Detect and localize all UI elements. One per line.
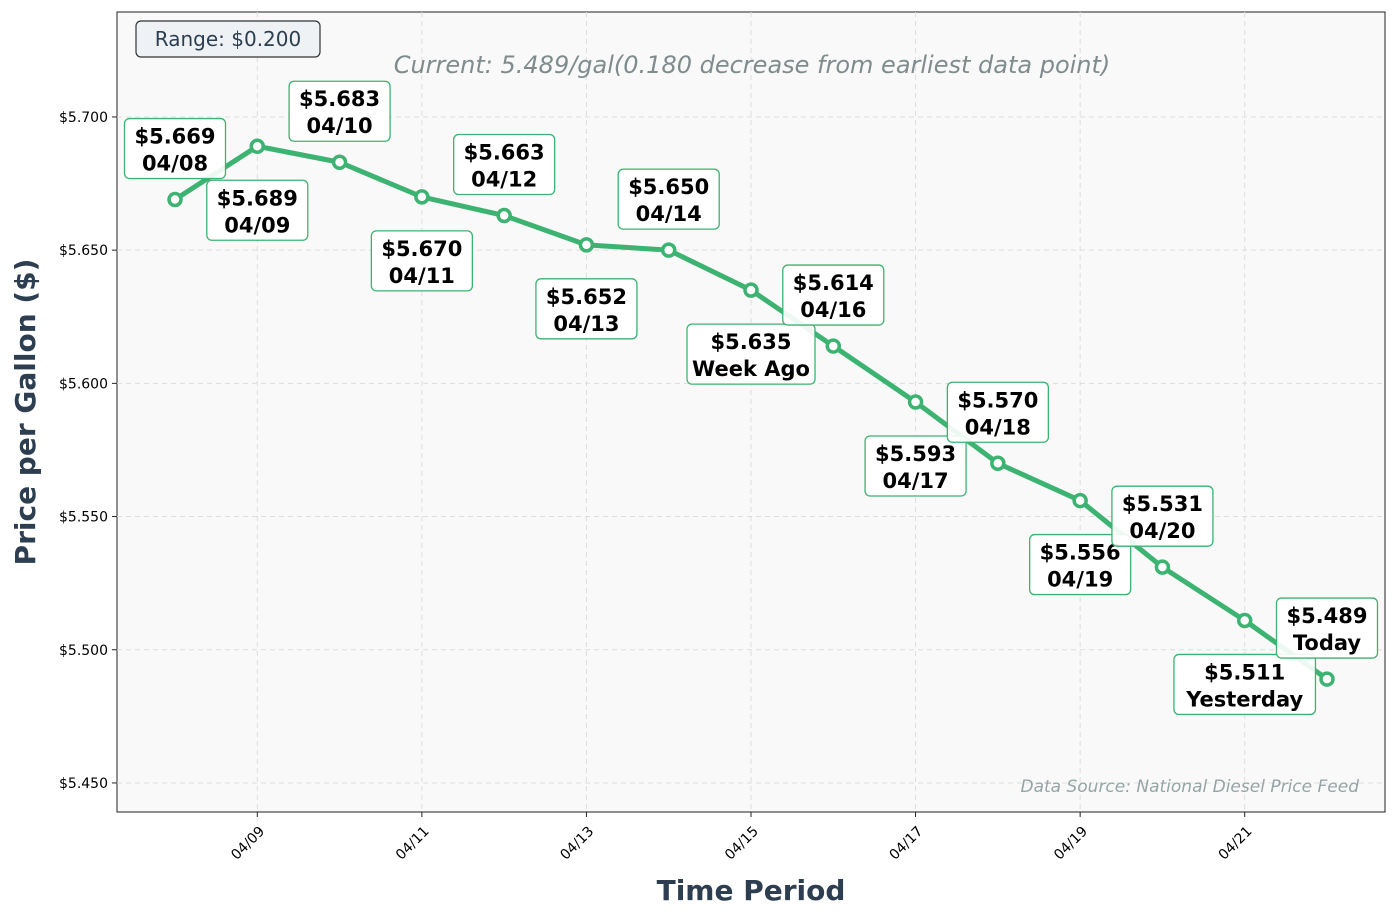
data-label: $5.489 Today <box>1275 597 1379 659</box>
y-tick-label: $5.650 <box>59 243 108 259</box>
x-tick-label: 04/21 <box>1216 824 1256 864</box>
data-label-value: $5.669 <box>134 125 215 149</box>
x-tick-label: 04/09 <box>228 824 268 864</box>
data-point <box>167 191 183 208</box>
data-label-date: Yesterday <box>1185 687 1303 711</box>
data-label-date: 04/14 <box>636 202 702 226</box>
data-label-box <box>946 381 1050 443</box>
data-label-box <box>1275 597 1379 659</box>
data-label-value: $5.663 <box>464 141 545 165</box>
data-label: $5.635 Week Ago <box>686 323 816 385</box>
data-label: $5.570 04/18 <box>946 381 1050 443</box>
data-label-value: $5.511 <box>1204 660 1285 684</box>
data-label-date: 04/08 <box>142 152 208 176</box>
data-point <box>825 338 842 354</box>
data-label-box <box>1028 533 1132 596</box>
data-point <box>660 242 677 258</box>
data-label: $5.531 04/20 <box>1111 485 1214 547</box>
data-label-value: $5.650 <box>628 175 709 199</box>
data-label-box <box>452 133 556 196</box>
data-label-value: $5.593 <box>875 442 956 466</box>
data-label-date: 04/19 <box>1047 568 1113 592</box>
data-point <box>1154 559 1171 575</box>
x-tick-label: 04/13 <box>557 824 597 864</box>
data-label-value: $5.652 <box>546 285 627 309</box>
data-label-value: $5.570 <box>957 388 1038 412</box>
data-point <box>743 282 759 298</box>
data-label-box <box>1111 485 1214 547</box>
data-label-date: 04/18 <box>965 415 1031 439</box>
data-point <box>1319 671 1335 687</box>
data-label: $5.689 04/09 <box>206 179 309 241</box>
y-tick-label: $5.700 <box>59 110 108 126</box>
y-tick-label: $5.550 <box>59 510 108 526</box>
data-point <box>578 237 595 253</box>
data-label: $5.650 04/14 <box>617 168 720 230</box>
data-label: $5.614 04/16 <box>782 264 885 326</box>
data-label-date: 04/09 <box>224 213 290 237</box>
data-label-value: $5.489 <box>1286 604 1367 628</box>
data-label-value: $5.689 <box>217 186 298 210</box>
x-tick-label: 04/17 <box>887 824 927 864</box>
data-point <box>249 138 266 155</box>
data-point <box>1072 492 1088 509</box>
data-source: Data Source: National Diesel Price Feed <box>1020 777 1359 797</box>
data-label: $5.670 04/11 <box>370 230 474 292</box>
data-label: $5.511 Yesterday <box>1173 653 1317 716</box>
data-label: $5.556 04/19 <box>1028 533 1132 596</box>
data-point <box>907 394 924 410</box>
data-label-box <box>617 168 720 230</box>
x-tick-label: 04/11 <box>393 824 433 864</box>
data-label-box <box>535 278 638 340</box>
data-label-box <box>206 179 309 241</box>
data-label-date: 04/12 <box>471 168 537 192</box>
data-label-box <box>1173 653 1317 716</box>
data-point <box>414 189 430 205</box>
data-label-box <box>782 264 885 326</box>
data-label-box <box>686 323 816 385</box>
data-label-date: 04/17 <box>883 469 949 493</box>
data-label-value: $5.683 <box>299 87 380 111</box>
data-label-value: $5.635 <box>710 330 791 354</box>
data-label-date: 04/10 <box>307 114 373 138</box>
data-label: $5.663 04/12 <box>452 133 556 196</box>
data-label: $5.652 04/13 <box>535 278 638 340</box>
data-point <box>331 154 348 170</box>
data-label: $5.669 04/08 <box>123 117 227 180</box>
y-tick-label: $5.450 <box>59 776 108 792</box>
y-axis-label: Price per Gallon ($) <box>9 259 42 566</box>
data-label-value: $5.614 <box>793 271 874 295</box>
data-label: $5.683 04/10 <box>288 80 391 142</box>
data-label-value: $5.556 <box>1040 541 1121 565</box>
data-label: $5.593 04/17 <box>864 435 967 497</box>
data-label-value: $5.531 <box>1122 492 1203 516</box>
data-label-box <box>864 435 967 497</box>
data-point <box>496 207 512 224</box>
y-tick-label: $5.600 <box>59 376 108 392</box>
data-label-date: Today <box>1293 631 1362 655</box>
data-label-value: $5.670 <box>381 237 462 261</box>
data-label-date: 04/11 <box>389 264 455 288</box>
data-label-box <box>288 80 391 142</box>
x-tick-label: 04/15 <box>722 824 762 864</box>
data-label-date: 04/20 <box>1129 519 1195 543</box>
data-point <box>1236 612 1253 629</box>
data-label-box <box>123 117 227 180</box>
x-axis-label: Time Period <box>657 874 846 907</box>
y-tick-label: $5.500 <box>59 643 108 659</box>
data-label-date: 04/16 <box>800 298 866 322</box>
data-label-date: 04/13 <box>553 312 619 336</box>
data-label-box <box>370 230 474 292</box>
data-label-date: Week Ago <box>692 357 810 381</box>
range-box: Range: $0.200 <box>135 20 321 58</box>
chart-subtitle: Current: 5.489/gal(0.180 decrease from e… <box>394 51 1111 79</box>
range-text: Range: $0.200 <box>155 27 301 51</box>
data-point <box>990 455 1006 472</box>
x-tick-label: 04/19 <box>1051 824 1091 864</box>
